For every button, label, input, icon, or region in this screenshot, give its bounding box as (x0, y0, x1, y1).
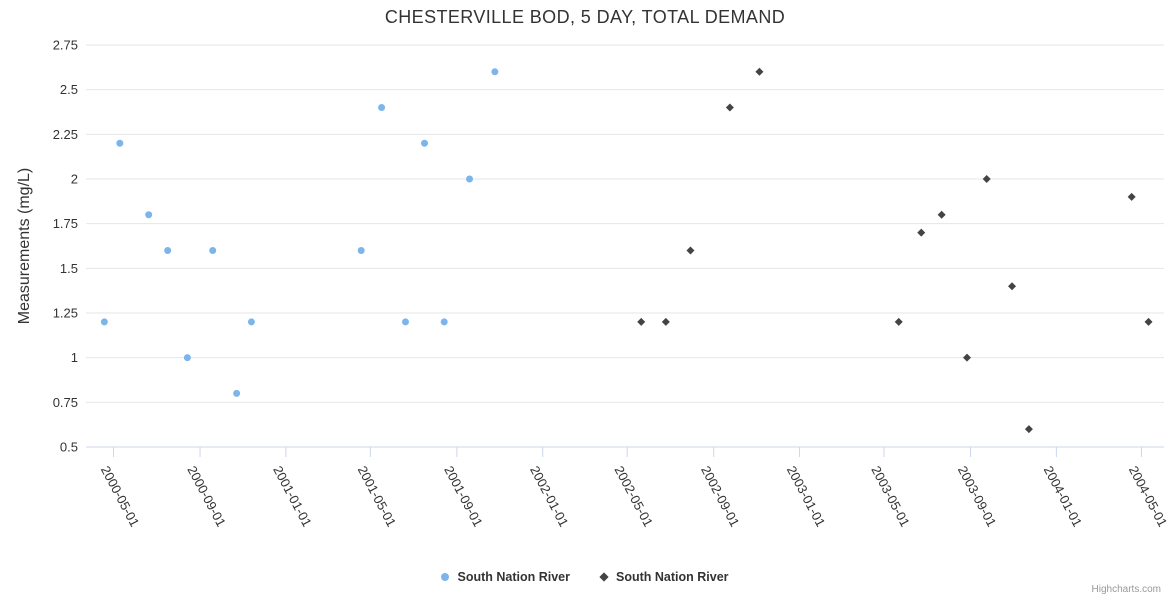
legend-item-series-1[interactable]: South Nation River (441, 570, 570, 584)
x-axis-labels: 2000-05-01 2000-09-01 2001-01-01 2001-05-01… (98, 447, 1170, 529)
y-gridlines (86, 44, 1164, 448)
legend-label-series-1: South Nation River (457, 570, 570, 584)
data-point-diamond[interactable] (1127, 192, 1136, 201)
data-point-diamond[interactable] (917, 228, 926, 237)
series-2-points (637, 67, 1153, 434)
data-point-circle[interactable] (209, 246, 217, 254)
legend: South Nation River South Nation River (0, 570, 1170, 584)
data-point-diamond[interactable] (637, 317, 646, 326)
circle-marker-icon (441, 573, 450, 581)
y-axis-label: 2.25 (53, 127, 78, 142)
data-point-circle[interactable] (402, 318, 410, 326)
x-axis-label: 2001-05-01 (355, 463, 399, 529)
x-axis-label: 2002-01-01 (527, 463, 571, 529)
data-point-circle[interactable] (357, 246, 365, 254)
data-point-circle[interactable] (233, 389, 241, 397)
x-axis-label: 2003-05-01 (868, 463, 912, 529)
y-axis-label: 0.5 (60, 440, 78, 455)
x-axis-label: 2000-09-01 (184, 463, 228, 529)
data-point-circle[interactable] (183, 354, 191, 362)
data-point-circle[interactable] (466, 175, 474, 183)
data-point-circle[interactable] (145, 211, 153, 219)
data-point-diamond[interactable] (1024, 425, 1033, 434)
x-axis-label: 2002-09-01 (698, 463, 742, 529)
chart-title: CHESTERVILLE BOD, 5 DAY, TOTAL DEMAND (384, 7, 786, 27)
data-point-diamond[interactable] (937, 210, 946, 219)
x-axis-label: 2004-01-01 (1041, 463, 1085, 529)
y-axis-label: 1.5 (60, 261, 78, 276)
x-axis-label: 2002-05-01 (611, 463, 655, 529)
x-axis-label: 2003-01-01 (784, 463, 828, 529)
diamond-marker-icon (599, 572, 609, 582)
data-point-diamond[interactable] (894, 317, 903, 326)
credits-link[interactable]: Highcharts.com (1091, 584, 1161, 595)
y-axis-label: 1.75 (53, 216, 78, 231)
x-axis-label: 2001-01-01 (270, 463, 314, 529)
x-axis-label: 2001-09-01 (441, 463, 485, 529)
data-point-diamond[interactable] (963, 353, 972, 362)
y-axis-label: 2.75 (53, 38, 78, 53)
y-axis-label: 2.5 (60, 82, 78, 97)
legend-label-series-2: South Nation River (616, 570, 729, 584)
data-point-diamond[interactable] (725, 103, 734, 112)
data-point-diamond[interactable] (755, 67, 764, 76)
data-point-circle[interactable] (491, 68, 499, 76)
data-point-circle[interactable] (116, 139, 124, 147)
data-point-diamond[interactable] (982, 175, 991, 183)
data-point-diamond[interactable] (686, 246, 695, 255)
data-point-circle[interactable] (247, 318, 255, 326)
y-axis-labels: 0.5 0.75 1 1.25 1.5 1.75 2 2.25 2.5 2.75 (53, 38, 78, 455)
y-axis-label: 0.75 (53, 395, 78, 410)
data-point-circle[interactable] (440, 318, 448, 326)
data-point-diamond[interactable] (661, 317, 670, 326)
data-point-diamond[interactable] (1144, 317, 1153, 326)
y-axis-label: 2 (71, 172, 78, 187)
y-axis-label: 1 (71, 350, 78, 365)
x-axis-label: 2004-05-01 (1126, 463, 1170, 529)
series-1-points (100, 68, 499, 397)
data-point-diamond[interactable] (1008, 282, 1017, 291)
data-point-circle[interactable] (378, 104, 386, 112)
data-point-circle[interactable] (164, 246, 172, 254)
legend-item-series-2[interactable]: South Nation River (599, 570, 729, 584)
x-axis-label: 2000-05-01 (98, 463, 142, 529)
data-point-circle[interactable] (421, 139, 429, 147)
y-axis-label: 1.25 (53, 306, 78, 321)
x-axis-label: 2003-09-01 (955, 463, 999, 529)
data-point-circle[interactable] (100, 318, 108, 326)
